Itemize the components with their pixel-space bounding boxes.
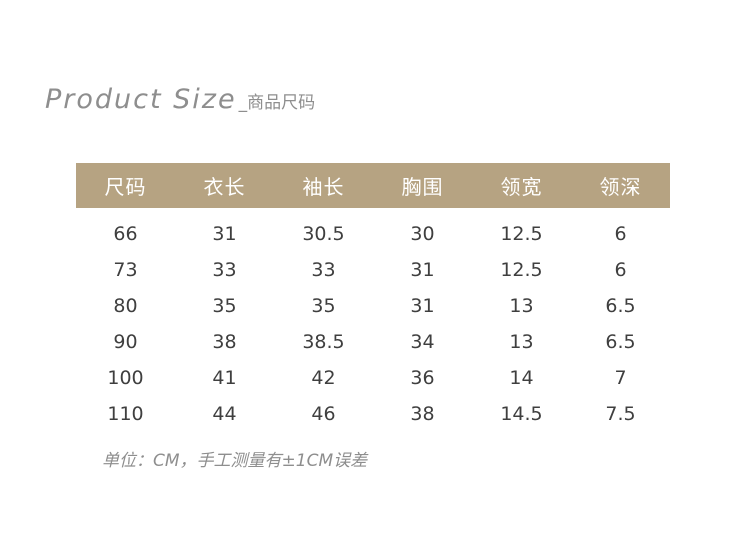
- table-cell: 38.5: [302, 331, 345, 353]
- table-row: 110 44 46 38 14.5 7.5: [76, 396, 670, 432]
- table-cell: 110: [107, 403, 144, 425]
- table-cell: 14.5: [500, 403, 543, 425]
- table-row: 90 38 38.5 34 13 6.5: [76, 324, 670, 360]
- table-cell: 6.5: [605, 331, 636, 353]
- table-row: 73 33 33 31 12.5 6: [76, 252, 670, 288]
- table-cell: 31: [410, 295, 435, 317]
- table-cell: 46: [311, 403, 336, 425]
- table-cell: 38: [212, 331, 237, 353]
- title-chinese: _商品尺码: [238, 93, 316, 113]
- table-cell: 12.5: [500, 223, 543, 245]
- table-cell: 31: [410, 259, 435, 281]
- header-neck-width: 领宽: [472, 163, 571, 208]
- table-row: 100 41 42 36 14 7: [76, 360, 670, 396]
- table-cell: 38: [410, 403, 435, 425]
- table-cell: 12.5: [500, 259, 543, 281]
- table-cell: 35: [212, 295, 237, 317]
- table-cell: 7.5: [605, 403, 636, 425]
- table-cell: 66: [113, 223, 138, 245]
- table-cell: 41: [212, 367, 237, 389]
- header-neck-depth: 领深: [571, 163, 670, 208]
- table-cell: 90: [113, 331, 138, 353]
- table-row: 66 31 30.5 30 12.5 6: [76, 208, 670, 252]
- table-header-row: 尺码 衣长 袖长 胸围 领宽 领深: [76, 163, 670, 208]
- table-cell: 31: [212, 223, 237, 245]
- header-chest: 胸围: [373, 163, 472, 208]
- table-cell: 14: [509, 367, 534, 389]
- header-sleeve: 袖长: [274, 163, 373, 208]
- table-row: 80 35 35 31 13 6.5: [76, 288, 670, 324]
- table-cell: 30: [410, 223, 435, 245]
- table-cell: 42: [311, 367, 336, 389]
- size-table: 尺码 衣长 袖长 胸围 领宽 领深 66 31 30.5 30 12.5 6 7…: [76, 163, 670, 432]
- table-cell: 33: [311, 259, 336, 281]
- measurement-note: 单位：CM，手工测量有±1CM误差: [102, 451, 368, 471]
- table-cell: 7: [614, 367, 627, 389]
- table-cell: 34: [410, 331, 435, 353]
- title-english: Product Size: [45, 84, 237, 115]
- table-cell: 100: [107, 367, 144, 389]
- table-cell: 6: [614, 259, 627, 281]
- table-cell: 13: [509, 331, 534, 353]
- table-cell: 36: [410, 367, 435, 389]
- table-cell: 13: [509, 295, 534, 317]
- table-cell: 33: [212, 259, 237, 281]
- header-length: 衣长: [175, 163, 274, 208]
- table-cell: 80: [113, 295, 138, 317]
- table-cell: 35: [311, 295, 336, 317]
- header-size: 尺码: [76, 163, 175, 208]
- table-cell: 73: [113, 259, 138, 281]
- page-title: Product Size _商品尺码: [45, 84, 315, 120]
- table-cell: 30.5: [302, 223, 345, 245]
- table-cell: 6: [614, 223, 627, 245]
- table-cell: 6.5: [605, 295, 636, 317]
- table-cell: 44: [212, 403, 237, 425]
